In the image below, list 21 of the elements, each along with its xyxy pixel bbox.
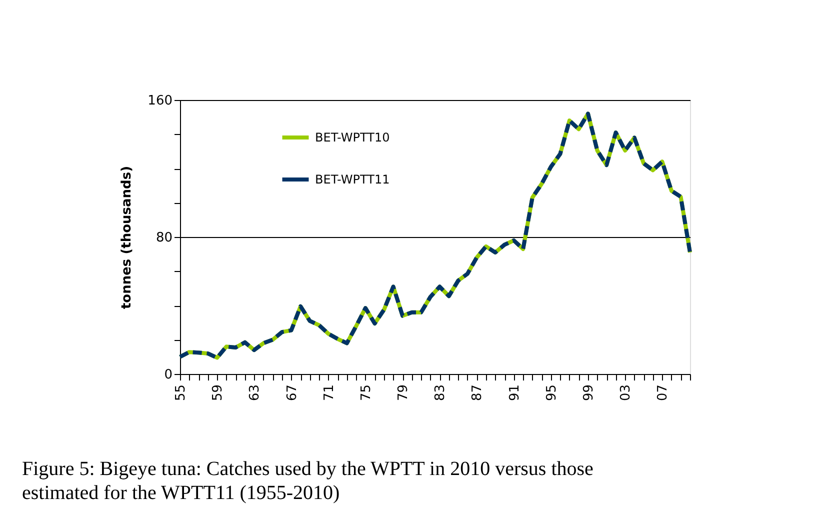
x-tick-label: 03 xyxy=(618,384,634,402)
x-tick-label: 87 xyxy=(470,384,486,402)
x-tick-label: 55 xyxy=(174,384,188,402)
x-tick-label: 75 xyxy=(358,384,374,402)
x-tick-label: 79 xyxy=(396,384,412,402)
x-tick-label: 07 xyxy=(656,384,671,402)
y-axis-title: tonnes (thousands) xyxy=(120,166,135,310)
legend-label: BET-WPTT11 xyxy=(315,172,390,186)
y-tick-label: 80 xyxy=(156,230,172,246)
legend-label: BET-WPTT10 xyxy=(315,130,390,144)
x-tick-label: 91 xyxy=(507,384,522,402)
x-tick-label: 71 xyxy=(322,384,337,402)
x-tick-label: 83 xyxy=(433,384,448,402)
y-tick-label: 0 xyxy=(164,368,172,382)
x-tick-label: 59 xyxy=(210,384,226,402)
x-tick-label: 95 xyxy=(544,384,560,402)
x-tick-label: 99 xyxy=(582,384,596,402)
x-tick-label: 63 xyxy=(248,384,263,402)
y-tick-label: 160 xyxy=(148,94,172,108)
x-tick-label: 67 xyxy=(284,384,300,402)
caption: Figure 5: Bigeye tuna: Catches used by the WPTT in 2010 versus those estimated for the WPTT11 (1955-2010) xyxy=(22,458,594,504)
